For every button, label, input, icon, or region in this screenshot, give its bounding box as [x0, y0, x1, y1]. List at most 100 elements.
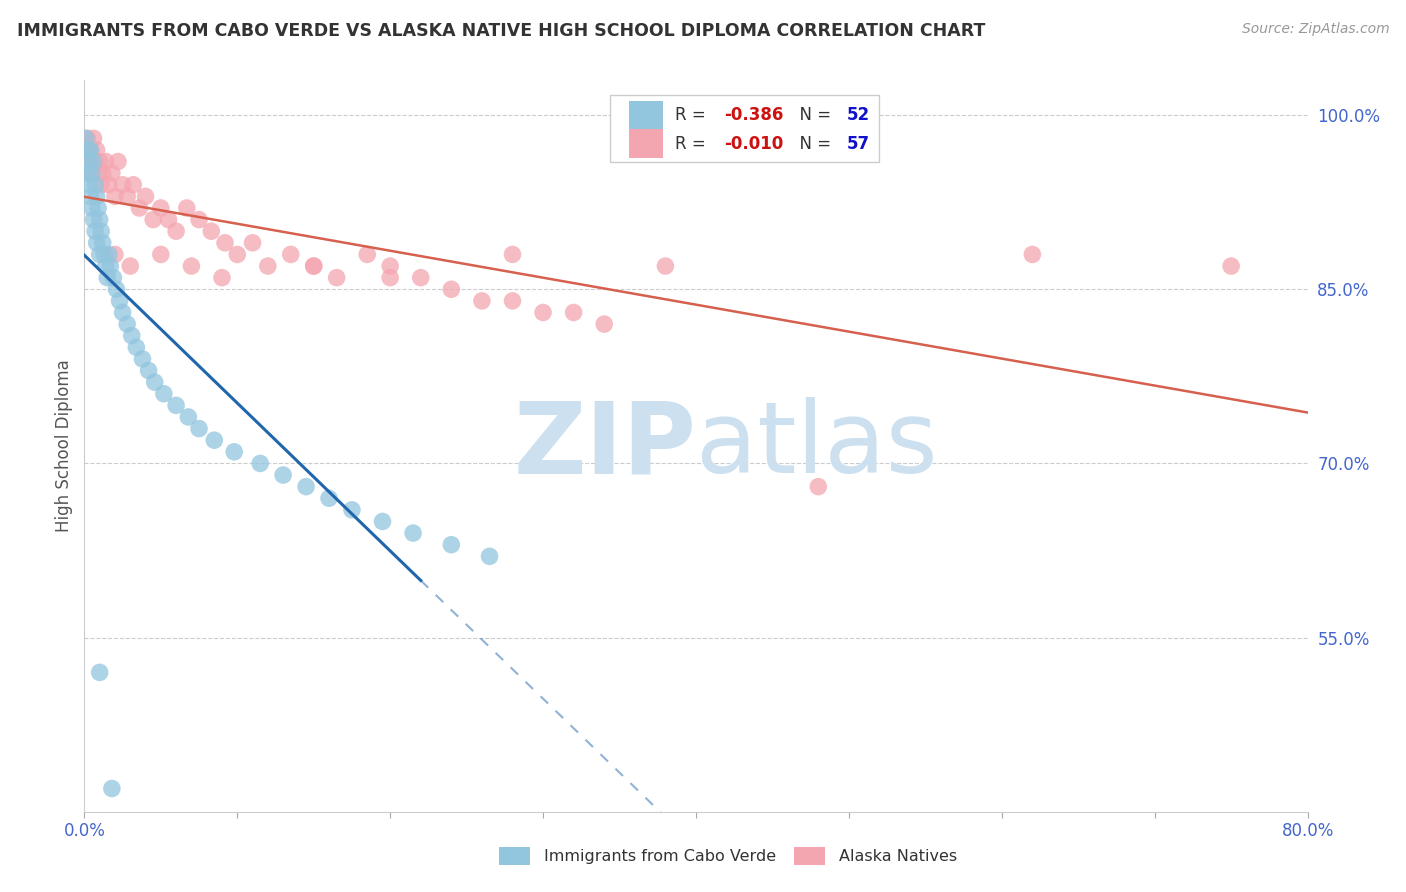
Point — [79, 143, 101, 157]
Point — [77, 154, 100, 169]
Point — [177, 409, 200, 424]
Point — [76, 143, 98, 157]
Point — [214, 235, 236, 250]
Point — [77, 178, 100, 192]
FancyBboxPatch shape — [499, 847, 530, 865]
Text: Alaska Natives: Alaska Natives — [839, 849, 957, 863]
Point — [86, 189, 108, 203]
Point — [93, 247, 115, 261]
Point — [103, 270, 125, 285]
Point — [318, 491, 340, 506]
Text: Immigrants from Cabo Verde: Immigrants from Cabo Verde — [544, 849, 776, 863]
Point — [105, 282, 128, 296]
Point — [371, 515, 394, 529]
Point — [188, 421, 211, 435]
Point — [89, 247, 111, 261]
Point — [80, 166, 103, 180]
Point — [157, 212, 180, 227]
Point — [83, 131, 105, 145]
Point — [562, 305, 585, 319]
Point — [104, 247, 127, 261]
Point — [98, 259, 121, 273]
Point — [176, 201, 198, 215]
Point — [91, 166, 114, 180]
Text: 52: 52 — [846, 106, 869, 124]
Text: R =: R = — [675, 106, 711, 124]
Point — [76, 166, 98, 180]
Point — [380, 259, 402, 273]
Point — [502, 247, 524, 261]
Point — [108, 293, 131, 308]
Text: 57: 57 — [846, 135, 869, 153]
Y-axis label: High School Diploma: High School Diploma — [55, 359, 73, 533]
Text: N =: N = — [789, 106, 837, 124]
Point — [83, 154, 105, 169]
Point — [138, 363, 160, 377]
Point — [111, 178, 134, 192]
Point — [149, 201, 172, 215]
Point — [807, 480, 830, 494]
Point — [257, 259, 280, 273]
Point — [224, 445, 246, 459]
Point — [440, 538, 463, 552]
Point — [107, 154, 129, 169]
Point — [120, 259, 142, 273]
Point — [115, 189, 138, 203]
Text: -0.010: -0.010 — [724, 135, 783, 153]
Point — [89, 154, 111, 169]
Point — [75, 143, 97, 157]
Point — [97, 247, 120, 261]
Point — [90, 178, 112, 192]
Point — [91, 235, 114, 250]
Point — [149, 247, 172, 261]
Point — [280, 247, 302, 261]
Point — [478, 549, 501, 564]
Point — [84, 178, 107, 192]
Point — [135, 189, 157, 203]
Point — [89, 665, 111, 680]
Point — [1021, 247, 1043, 261]
Point — [142, 212, 165, 227]
Point — [101, 166, 124, 180]
Text: -0.386: -0.386 — [724, 106, 783, 124]
Point — [86, 235, 108, 250]
Point — [153, 386, 176, 401]
Point — [471, 293, 494, 308]
Point — [89, 212, 111, 227]
Point — [165, 224, 187, 238]
Point — [200, 224, 222, 238]
Text: Source: ZipAtlas.com: Source: ZipAtlas.com — [1241, 22, 1389, 37]
Point — [90, 224, 112, 238]
Point — [128, 201, 150, 215]
Point — [80, 166, 103, 180]
Text: N =: N = — [789, 135, 837, 153]
Point — [121, 328, 143, 343]
FancyBboxPatch shape — [628, 101, 664, 130]
Point — [226, 247, 249, 261]
Point — [122, 178, 145, 192]
Point — [84, 224, 107, 238]
Point — [211, 270, 233, 285]
Point — [340, 503, 363, 517]
Point — [502, 293, 524, 308]
Point — [131, 351, 153, 366]
Point — [111, 305, 134, 319]
Point — [94, 259, 117, 273]
Point — [325, 270, 347, 285]
Point — [531, 305, 554, 319]
Point — [180, 259, 202, 273]
Point — [94, 154, 117, 169]
Point — [87, 166, 110, 180]
Point — [593, 317, 616, 331]
Point — [654, 259, 676, 273]
Point — [440, 282, 463, 296]
Point — [409, 270, 432, 285]
Text: atlas: atlas — [696, 398, 938, 494]
Point — [75, 131, 97, 145]
Point — [84, 154, 107, 169]
Point — [202, 433, 225, 447]
Point — [96, 270, 118, 285]
Point — [125, 340, 148, 354]
Point — [79, 189, 101, 203]
Point — [242, 235, 264, 250]
